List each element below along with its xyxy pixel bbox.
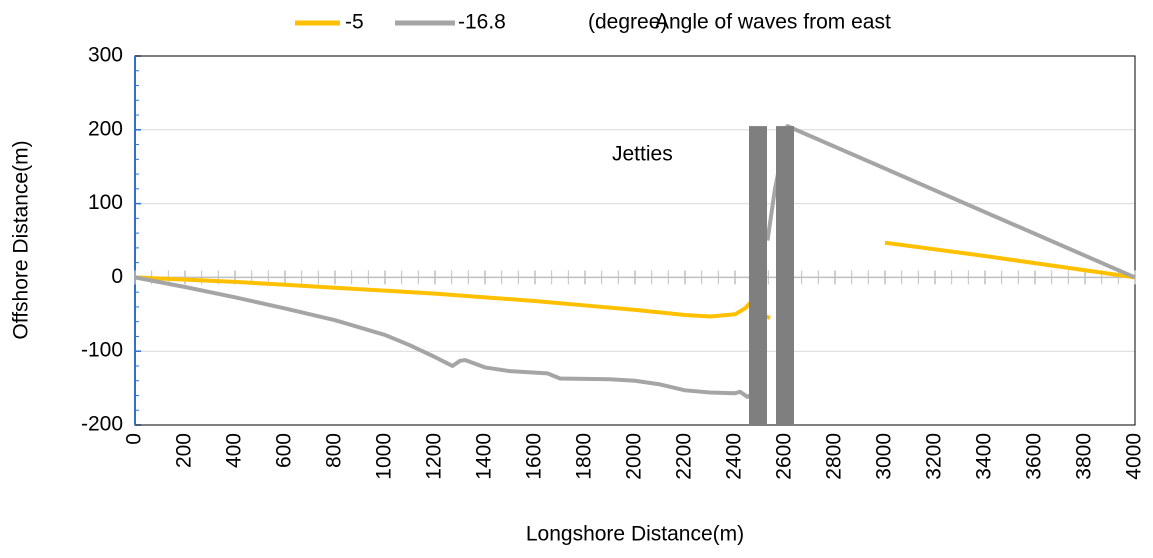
jetty	[749, 126, 767, 426]
x-tick-label: 200	[173, 433, 196, 468]
y-tick-label: 100	[88, 191, 123, 214]
x-tick-label: 800	[323, 433, 346, 468]
x-tick-label: 1200	[423, 433, 446, 480]
x-axis-label: Longshore Distance(m)	[526, 523, 744, 546]
x-tick-label: 3800	[1073, 433, 1096, 480]
x-tick-label: 1400	[473, 433, 496, 480]
x-tick-label: 3600	[1023, 433, 1046, 480]
x-tick-label: 1800	[573, 433, 596, 480]
y-tick-label: -100	[81, 339, 123, 362]
annotation: Jetties	[612, 143, 673, 166]
x-tick-label: 4000	[1123, 433, 1146, 480]
x-tick-label: 1000	[373, 433, 396, 480]
y-tick-label: 300	[88, 44, 123, 67]
y-axis-label: Offshore Distance(m)	[10, 140, 33, 339]
x-tick-label: 2800	[823, 433, 846, 480]
jetty	[776, 126, 794, 426]
x-tick-label: 2400	[723, 433, 746, 480]
x-tick-label: 3400	[973, 433, 996, 480]
x-tick-label: 400	[223, 433, 246, 468]
legend-label: -5	[345, 11, 364, 34]
legend-label: -16.8	[458, 11, 506, 34]
y-tick-label: 200	[88, 117, 123, 140]
y-tick-label: 0	[111, 265, 123, 288]
x-tick-label: 1600	[523, 433, 546, 480]
x-tick-label: 3000	[873, 433, 896, 480]
x-tick-label: 3200	[923, 433, 946, 480]
legend-title: Angle of waves from east	[655, 11, 891, 34]
legend-note: (degree)	[588, 11, 667, 34]
x-tick-label: 2200	[673, 433, 696, 480]
series-line	[134, 124, 1136, 399]
x-tick-label: 0	[123, 433, 146, 445]
x-tick-label: 2000	[623, 433, 646, 480]
x-tick-label: 2600	[773, 433, 796, 480]
y-tick-label: -200	[81, 413, 123, 436]
x-tick-label: 600	[273, 433, 296, 468]
plot-border	[134, 55, 1136, 426]
